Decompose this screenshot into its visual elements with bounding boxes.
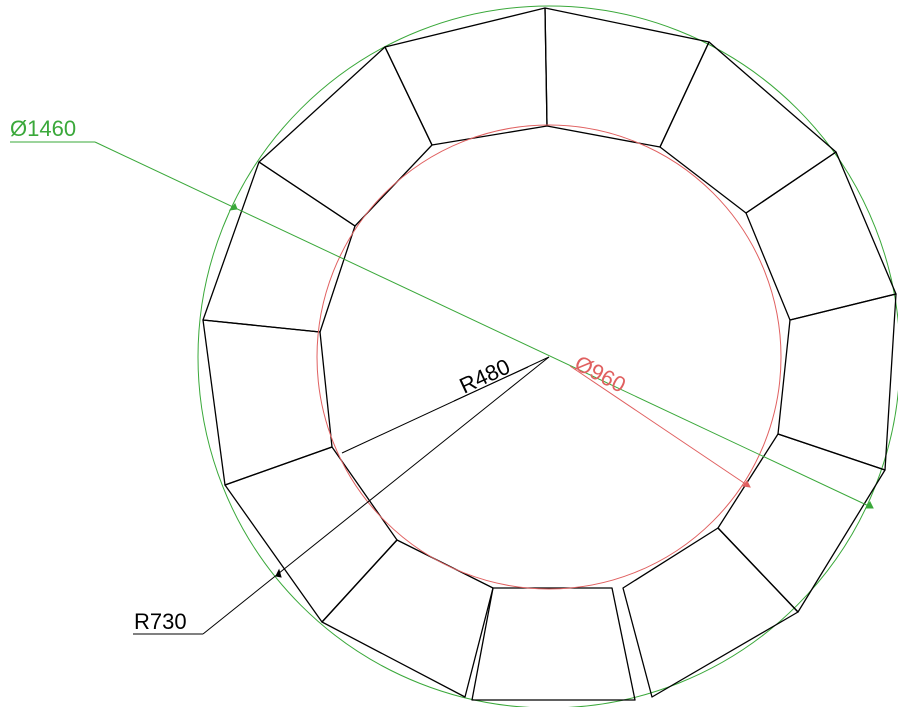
segment-ring [202, 7, 897, 701]
outer-diameter-arrow-left [228, 203, 238, 211]
outer-radius-label: R730 [134, 609, 187, 634]
segment [745, 151, 897, 321]
segment [321, 539, 494, 698]
segment [202, 161, 356, 333]
outer-circle [197, 5, 898, 707]
segment [471, 587, 636, 701]
segment [717, 433, 886, 613]
inner-radius-underline [453, 366, 529, 402]
outer-diameter-dimension [10, 141, 874, 509]
outer-diameter-label: Ø1460 [10, 116, 76, 141]
inner-diameter-dimension [569, 365, 751, 488]
segment [384, 7, 548, 146]
outer-radius-line [202, 356, 550, 635]
segment [622, 527, 799, 698]
segment [777, 293, 897, 471]
segment [202, 319, 333, 486]
segment [258, 46, 433, 227]
inner-radius-dimension [341, 356, 550, 454]
outer-diameter-arrow-right [865, 501, 874, 509]
inner-diameter-line [569, 365, 751, 488]
inner-circle [316, 124, 782, 590]
outer-radius-arrow [275, 568, 282, 578]
inner-diameter-arrow [742, 480, 751, 488]
outer-diameter-line [94, 141, 874, 509]
outer-radius-dimension [133, 356, 550, 635]
inner-diameter-label: Ø960 [571, 350, 630, 397]
